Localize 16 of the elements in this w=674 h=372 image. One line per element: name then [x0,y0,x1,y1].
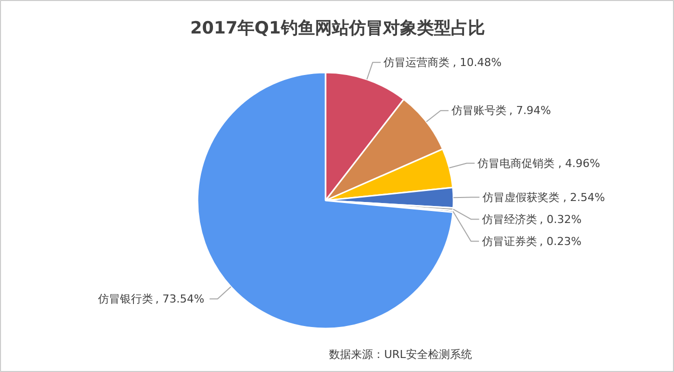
data-label: , 4.96% [558,156,600,170]
slice-label: 仿冒银行类 [96,292,153,306]
data-label: , 2.54% [562,190,605,204]
chart-title: 2017年Q1钓鱼网站仿冒对象类型占比 [190,18,485,38]
slice-label: 仿冒经济类 [481,212,538,226]
slice-label: 仿冒电商促销类 [476,156,555,170]
slice-label: 仿冒运营商类 [382,56,450,69]
slice-label: 仿冒账号类 [450,104,507,118]
slice-label: 仿冒虚假获奖类 [481,190,560,204]
slice-label: 仿冒证券类 [480,234,537,248]
data-label: , 10.48% [452,56,502,69]
data-label: , 73.54% [155,292,204,306]
data-label: , 7.94% [509,104,552,118]
data-label: , 0.23% [539,234,582,248]
source-note: 数据来源：URL安全检测系统 [329,348,472,361]
data-label: , 0.32% [540,212,582,226]
